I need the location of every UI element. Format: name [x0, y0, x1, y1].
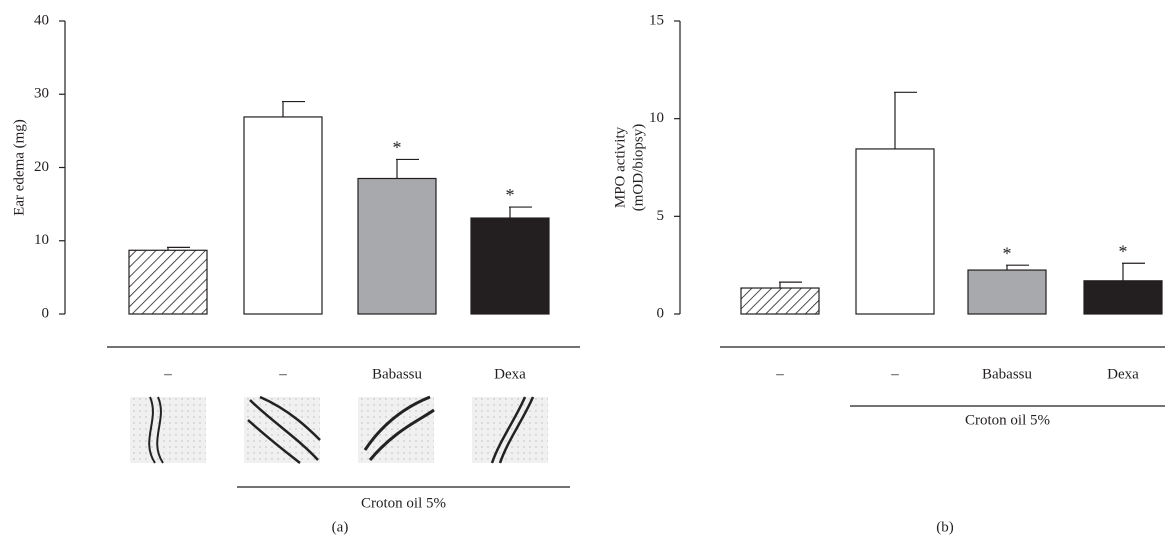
bar — [1084, 281, 1162, 314]
y-axis-label: (mOD/biopsy) — [630, 124, 646, 212]
x-tick-label: – — [890, 366, 899, 382]
x-tick-label: – — [278, 366, 287, 382]
y-tick-label: 0 — [657, 305, 665, 321]
bar — [741, 288, 819, 314]
y-tick-label: 15 — [649, 12, 664, 28]
error-bar — [509, 207, 532, 218]
error-bar — [282, 102, 305, 117]
significance-marker: * — [1003, 243, 1012, 263]
group-label: Croton oil 5% — [965, 412, 1050, 428]
significance-marker: * — [1119, 241, 1128, 261]
x-tick-label: Dexa — [1107, 366, 1139, 382]
y-tick-label: 20 — [34, 159, 49, 175]
bar — [358, 178, 436, 314]
error-bar — [1006, 265, 1029, 270]
y-tick-label: 30 — [34, 86, 49, 102]
significance-marker: * — [506, 185, 515, 205]
panel-label: (b) — [936, 519, 954, 535]
x-tick-label: – — [163, 366, 172, 382]
y-axis-label: Ear edema (mg) — [11, 119, 27, 216]
y-tick-label: 40 — [34, 12, 49, 28]
panel-label: (a) — [332, 519, 349, 535]
bar — [471, 218, 549, 314]
y-axis-label: MPO activity — [612, 126, 628, 208]
y-tick-label: 10 — [34, 232, 49, 248]
x-tick-label: Babassu — [372, 366, 422, 382]
bar — [129, 250, 207, 314]
significance-marker: * — [393, 138, 402, 158]
error-bar — [1122, 263, 1145, 281]
x-tick-label: Dexa — [494, 366, 526, 382]
histology-images — [130, 397, 548, 463]
bar — [856, 149, 934, 314]
x-tick-label: – — [775, 366, 784, 382]
group-label: Croton oil 5% — [361, 495, 446, 511]
y-tick-label: 10 — [649, 110, 664, 126]
y-tick-label: 0 — [42, 305, 50, 321]
error-bar — [779, 282, 802, 288]
x-tick-label: Babassu — [982, 366, 1032, 382]
error-bar — [396, 159, 419, 178]
bar — [244, 117, 322, 314]
bar — [968, 270, 1046, 314]
figure: 0 10 20 30 40 Ear edema (mg) – – Babassu Dexa * * Cr… — [0, 0, 1170, 551]
error-bar — [894, 92, 917, 149]
y-tick-label: 5 — [657, 208, 665, 224]
